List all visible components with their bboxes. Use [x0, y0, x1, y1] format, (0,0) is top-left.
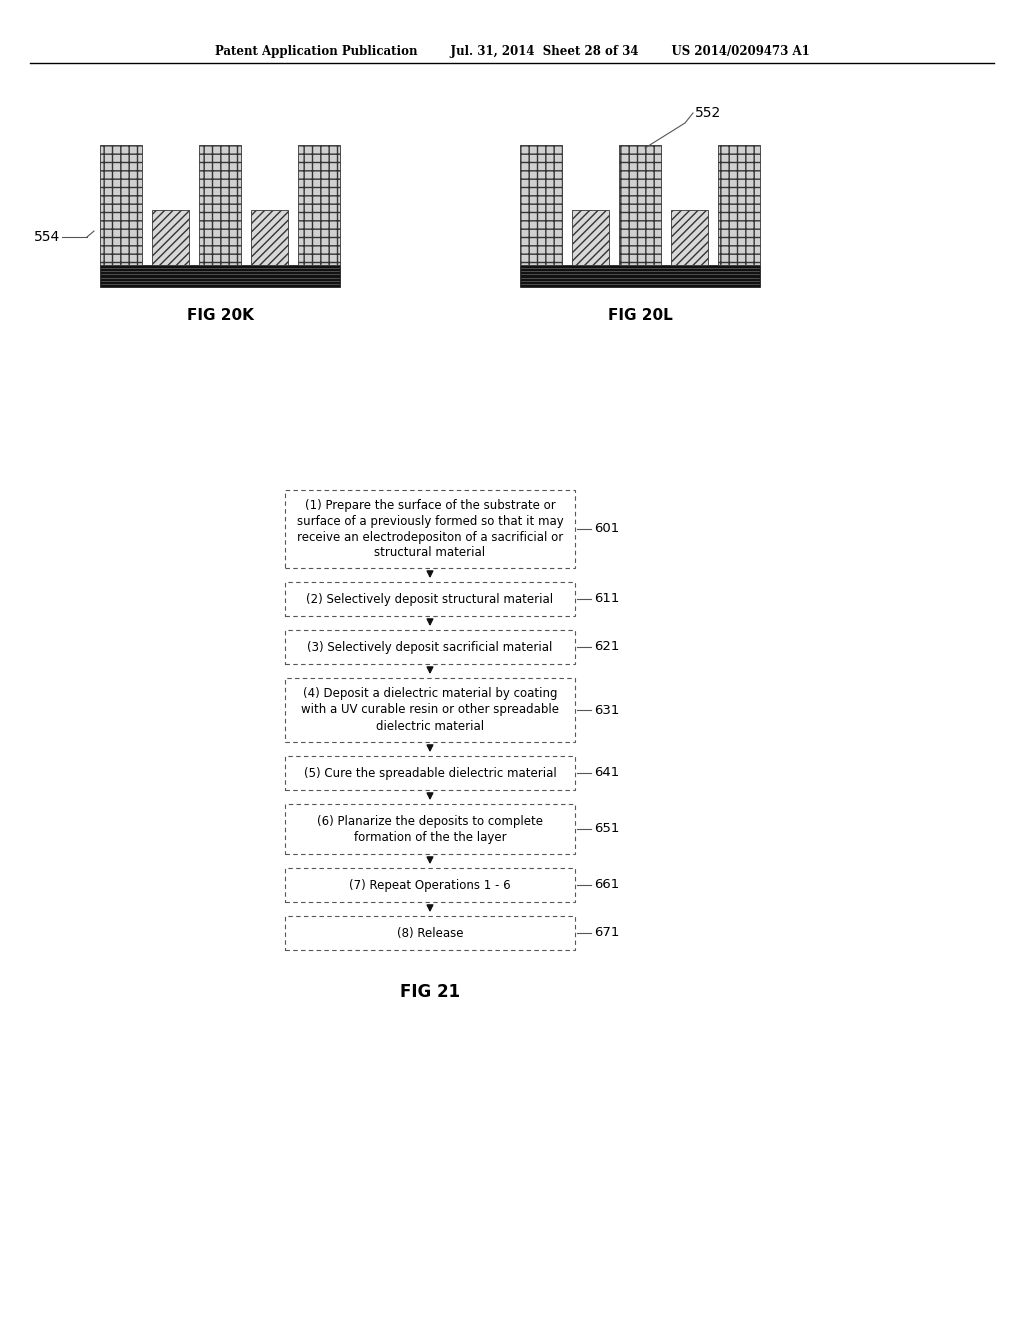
- Bar: [285, 630, 575, 664]
- Text: 661: 661: [594, 879, 620, 891]
- Text: (6) Planarize the deposits to complete
formation of the the layer: (6) Planarize the deposits to complete f…: [317, 814, 543, 843]
- Bar: [285, 678, 575, 742]
- Bar: [571, 210, 609, 265]
- Text: 611: 611: [594, 593, 620, 606]
- Text: FIG 20K: FIG 20K: [186, 308, 253, 322]
- Bar: [285, 804, 575, 854]
- Text: (7) Repeat Operations 1 - 6: (7) Repeat Operations 1 - 6: [349, 879, 511, 891]
- Bar: [298, 145, 340, 265]
- Text: 554: 554: [34, 230, 60, 244]
- Text: 631: 631: [594, 704, 620, 717]
- Text: 621: 621: [594, 640, 620, 653]
- Bar: [285, 582, 575, 616]
- Bar: [671, 210, 709, 265]
- Bar: [285, 869, 575, 902]
- Text: 671: 671: [594, 927, 620, 940]
- Text: 641: 641: [594, 767, 620, 780]
- Text: (5) Cure the spreadable dielectric material: (5) Cure the spreadable dielectric mater…: [304, 767, 556, 780]
- Bar: [251, 210, 289, 265]
- Bar: [520, 145, 561, 265]
- Text: FIG 20L: FIG 20L: [607, 308, 673, 322]
- Bar: [719, 145, 760, 265]
- Bar: [100, 265, 340, 286]
- Text: FIG 21: FIG 21: [400, 983, 460, 1001]
- Bar: [285, 490, 575, 568]
- Text: (3) Selectively deposit sacrificial material: (3) Selectively deposit sacrificial mate…: [307, 640, 553, 653]
- Bar: [152, 210, 189, 265]
- Bar: [285, 916, 575, 950]
- Text: 651: 651: [594, 822, 620, 836]
- Bar: [100, 145, 141, 265]
- Text: 552: 552: [695, 106, 721, 120]
- Text: Patent Application Publication        Jul. 31, 2014  Sheet 28 of 34        US 20: Patent Application Publication Jul. 31, …: [215, 45, 809, 58]
- Text: (4) Deposit a dielectric material by coating
with a UV curable resin or other sp: (4) Deposit a dielectric material by coa…: [301, 688, 559, 733]
- Text: 601: 601: [594, 523, 620, 536]
- Bar: [620, 145, 660, 265]
- Bar: [520, 265, 760, 286]
- Bar: [200, 145, 241, 265]
- Text: (8) Release: (8) Release: [396, 927, 463, 940]
- Text: (2) Selectively deposit structural material: (2) Selectively deposit structural mater…: [306, 593, 554, 606]
- Bar: [285, 756, 575, 789]
- Text: (1) Prepare the surface of the substrate or
surface of a previously formed so th: (1) Prepare the surface of the substrate…: [297, 499, 563, 560]
